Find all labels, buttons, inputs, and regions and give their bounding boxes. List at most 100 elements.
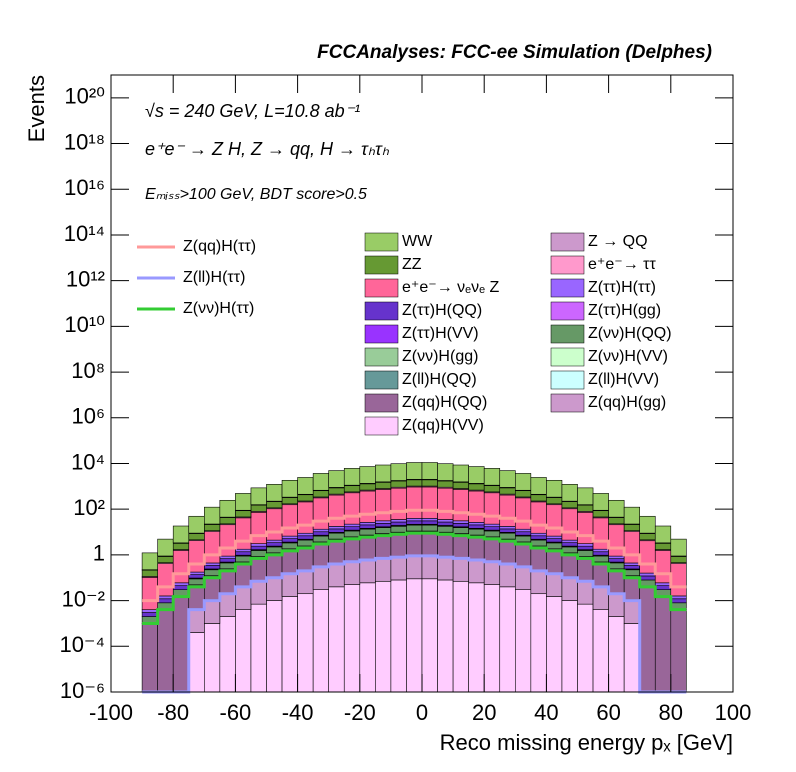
histogram-bar [359,483,376,491]
histogram-bar [483,537,501,562]
legend-swatch [364,393,399,413]
legend-label: ZZ [402,256,422,273]
histogram-bar [577,504,594,512]
histogram-bar [530,539,547,547]
legend-swatch [550,278,585,298]
histogram-bar [530,593,547,693]
legend-label: Z(νν)H(gg) [402,348,478,365]
histogram-bar [406,520,423,525]
histogram-bar [219,592,236,617]
histogram-bar [437,525,454,533]
histogram-bar [514,490,532,498]
histogram-bar [546,535,563,539]
histogram-bar [235,517,252,550]
histogram-bar [421,531,438,556]
histogram-bar [281,572,298,597]
y-tick-label: 10¹⁴ [64,221,105,246]
histogram-bar [623,506,641,525]
histogram-bar [437,521,454,526]
histogram-bar [343,492,361,525]
histogram-bar [406,518,423,522]
histogram-bar [499,562,516,588]
histogram-bar [514,565,532,590]
histogram-bar [608,592,625,617]
x-axis-label: Reco missing energy pₓ [GeV] [440,730,733,755]
histogram-bar [592,517,609,550]
histogram-bar [328,562,345,588]
histogram-bar [250,543,267,547]
histogram-bar [406,462,423,480]
histogram-bar [406,486,423,519]
histogram-bar [468,522,485,526]
histogram-bar [328,532,345,540]
histogram-bar [188,608,205,633]
histogram-bar [608,517,625,525]
histogram-bar [328,528,345,533]
histogram-bar [390,579,407,693]
histogram-bar [608,569,625,594]
histogram-bar [546,596,563,693]
histogram-bar [561,484,578,502]
histogram-bar [281,504,298,537]
legend-swatch [364,301,399,321]
histogram-bar [514,473,532,491]
y-tick-label: 10¹⁶ [64,175,105,200]
histogram-bar [266,508,283,541]
histogram-bar [654,543,672,550]
histogram-bar [188,533,205,541]
histogram-bar [141,623,158,693]
signal-line [142,554,687,694]
histogram-bar [328,494,345,527]
histogram-bar [639,575,656,581]
y-tick-label: 10¹⁸ [64,129,105,154]
histogram-bar [623,599,641,624]
histogram-bar [157,538,174,557]
y-tick-label: 10⁻⁶ [60,678,105,703]
histogram-bar [421,479,438,487]
histogram-bar [188,574,205,579]
histogram-bar [623,565,641,570]
histogram-bar [172,582,190,586]
histogram-bar [530,535,547,540]
histogram-bar [297,546,314,571]
histogram-bar [452,482,469,489]
histogram-bar [390,519,407,523]
histogram-bar [204,576,221,600]
histogram-bar [359,558,376,584]
x-tick-label: -40 [282,700,314,725]
histogram-bar [546,497,563,505]
histogram-bar [608,555,625,559]
histogram-bar [219,555,236,559]
histogram-bar [328,586,345,693]
histogram-bar [297,569,314,595]
legend-swatch [364,278,399,298]
legend-label: Z(νν)H(ττ) [183,300,254,317]
histogram-bar [250,580,267,605]
histogram-bar [530,546,547,571]
histogram-bar [343,485,361,493]
histogram-bar [499,539,516,564]
legend-label: Z(qq)H(gg) [588,394,666,411]
y-tick-label: 10¹² [66,266,105,291]
y-tick-label: 10¹⁰ [64,312,105,337]
histogram-bar [250,550,267,557]
histogram-bar [312,497,329,530]
histogram-bar [670,538,687,557]
histogram-bar [359,524,376,529]
histogram-bar [546,538,563,543]
histogram-bar [375,482,392,489]
histogram-bar [670,598,687,604]
histogram-bar [297,535,314,540]
x-tick-label: -100 [89,700,133,725]
histogram-bar [406,479,423,487]
histogram-bar [530,569,547,595]
histogram-bar [577,511,594,544]
histogram-bar [281,538,298,543]
legend-label: Z(νν)H(QQ) [588,325,672,342]
histogram-bar [343,530,361,538]
y-tick-label: 10⁶ [71,404,105,429]
histogram-bar [157,556,174,563]
histogram-bar [188,515,205,534]
histogram-bar [546,504,563,537]
histogram-bar [452,580,469,693]
